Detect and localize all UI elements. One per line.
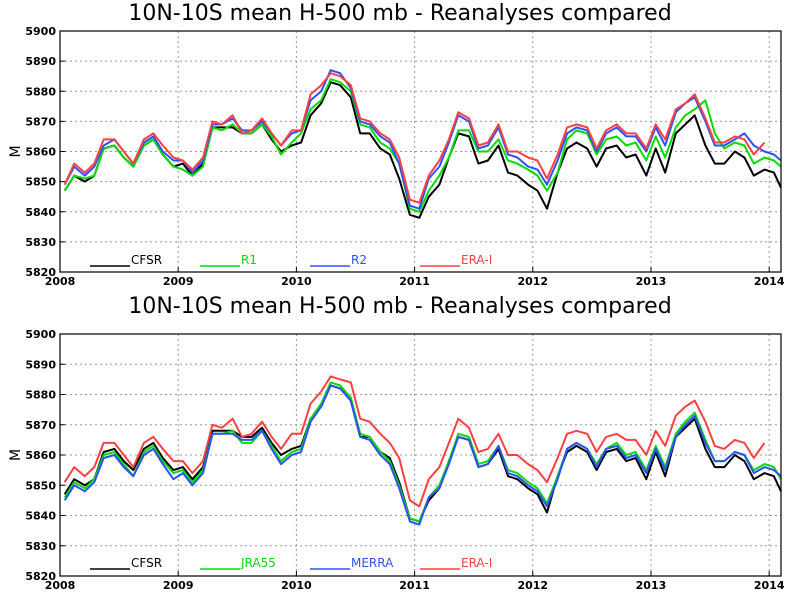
- legend-label: R1: [241, 253, 257, 267]
- legend-label: R2: [351, 253, 367, 267]
- x-tick-label: 2012: [517, 275, 548, 288]
- x-tick-label: 2008: [45, 579, 76, 592]
- legend-label: CFSR: [131, 556, 162, 570]
- y-axis-label: M: [8, 145, 24, 157]
- y-tick-label: 5870: [25, 115, 56, 128]
- legend-label: ERA-I: [461, 253, 492, 267]
- y-tick-label: 5820: [25, 266, 56, 279]
- y-tick-label: 5830: [25, 236, 56, 249]
- x-tick-label: 2012: [517, 579, 548, 592]
- legend-label: ERA-I: [461, 556, 492, 570]
- y-tick-label: 5870: [25, 419, 56, 432]
- y-tick-label: 5860: [25, 146, 56, 159]
- x-tick-label: 2013: [636, 579, 667, 592]
- x-tick-label: 2010: [281, 579, 312, 592]
- y-tick-label: 5820: [25, 570, 56, 583]
- x-tick-label: 2014: [754, 275, 785, 288]
- y-tick-label: 5850: [25, 479, 56, 492]
- series-line-era-i: [63, 72, 766, 204]
- y-tick-label: 5860: [25, 449, 56, 462]
- x-tick-label: 2014: [754, 579, 785, 592]
- series-line-r1: [63, 78, 782, 213]
- plot-frame: [59, 30, 782, 273]
- x-tick-label: 2009: [163, 579, 194, 592]
- y-tick-label: 5840: [25, 510, 56, 523]
- x-tick-label: 2011: [399, 275, 430, 288]
- chart-panel-2: 10N-10S mean H-500 mb - Reanalyses compa…: [8, 294, 785, 592]
- y-tick-label: 5880: [25, 85, 56, 98]
- series-line-merra: [63, 384, 782, 526]
- y-tick-label: 5850: [25, 176, 56, 189]
- chart-panel-1: 10N-10S mean H-500 mb - Reanalyses compa…: [8, 1, 785, 288]
- series-line-jra55: [63, 381, 782, 523]
- x-tick-label: 2009: [163, 275, 194, 288]
- x-tick-label: 2010: [281, 275, 312, 288]
- plot-frame: [59, 333, 782, 577]
- series-line-cfsr: [63, 384, 782, 523]
- x-tick-label: 2008: [45, 275, 76, 288]
- y-tick-label: 5900: [25, 328, 56, 341]
- series-line-cfsr: [63, 81, 782, 219]
- chart-title: 10N-10S mean H-500 mb - Reanalyses compa…: [128, 294, 671, 319]
- y-tick-label: 5840: [25, 206, 56, 219]
- y-axis-label: M: [8, 449, 24, 461]
- y-tick-label: 5830: [25, 540, 56, 553]
- x-tick-label: 2011: [399, 579, 430, 592]
- y-tick-label: 5890: [25, 358, 56, 371]
- y-tick-label: 5900: [25, 25, 56, 38]
- series-line-era-i: [63, 375, 766, 508]
- legend-label: JRA55: [240, 556, 276, 570]
- x-tick-label: 2013: [636, 275, 667, 288]
- chart-title: 10N-10S mean H-500 mb - Reanalyses compa…: [128, 1, 671, 26]
- legend-label: MERRA: [351, 556, 394, 570]
- y-tick-label: 5880: [25, 389, 56, 402]
- legend-label: CFSR: [131, 253, 162, 267]
- y-tick-label: 5890: [25, 55, 56, 68]
